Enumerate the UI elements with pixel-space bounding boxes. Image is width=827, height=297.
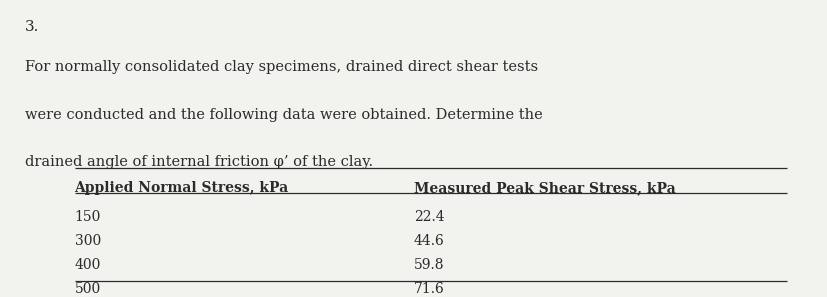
Text: 300: 300 — [74, 234, 101, 248]
Text: 500: 500 — [74, 282, 101, 296]
Text: 3.: 3. — [25, 20, 39, 34]
Text: 400: 400 — [74, 258, 101, 272]
Text: 22.4: 22.4 — [414, 210, 444, 224]
Text: 71.6: 71.6 — [414, 282, 444, 296]
Text: drained angle of internal friction φ’ of the clay.: drained angle of internal friction φ’ of… — [25, 155, 372, 169]
Text: Applied Normal Stress, kPa: Applied Normal Stress, kPa — [74, 181, 289, 195]
Text: 150: 150 — [74, 210, 101, 224]
Text: were conducted and the following data were obtained. Determine the: were conducted and the following data we… — [25, 108, 542, 122]
Text: 59.8: 59.8 — [414, 258, 444, 272]
Text: For normally consolidated clay specimens, drained direct shear tests: For normally consolidated clay specimens… — [25, 60, 538, 75]
Text: 44.6: 44.6 — [414, 234, 444, 248]
Text: Measured Peak Shear Stress, kPa: Measured Peak Shear Stress, kPa — [414, 181, 675, 195]
